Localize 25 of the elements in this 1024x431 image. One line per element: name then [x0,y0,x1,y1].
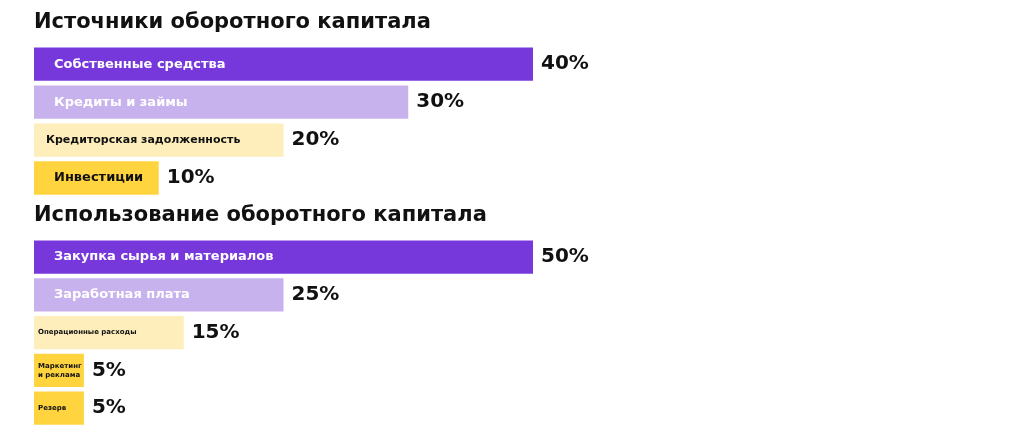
data-label: 30% [416,88,465,113]
data-label: 5% [91,394,126,419]
y-tick-label: Заработная плата [54,286,190,302]
y-tick-label: Собственные средства [54,55,226,71]
data-label: 5% [91,356,126,381]
bar [34,278,284,312]
bar [34,315,184,350]
y-tick-label: Закупка сырья и материалов [54,248,274,264]
data-label: 15% [191,318,240,343]
data-label: 50% [541,243,589,268]
y-tick-label: Инвестиции [54,169,144,185]
bar [34,240,533,274]
bar [34,161,159,195]
data-label: 20% [291,126,340,151]
data-label: 40% [541,50,589,75]
y-tick-label: Кредиты и займы [54,93,188,109]
bar [34,123,284,157]
bar [34,85,409,119]
bar [34,391,84,425]
data-label: 25% [291,281,340,306]
bar [34,47,533,81]
y-tick-label: Кредиторская задолженность [46,132,241,146]
chart-title: Источники оборотного капитала [34,9,431,34]
chart-title: Использование оборотного капитала [34,202,487,227]
data-label: 10% [166,164,215,189]
